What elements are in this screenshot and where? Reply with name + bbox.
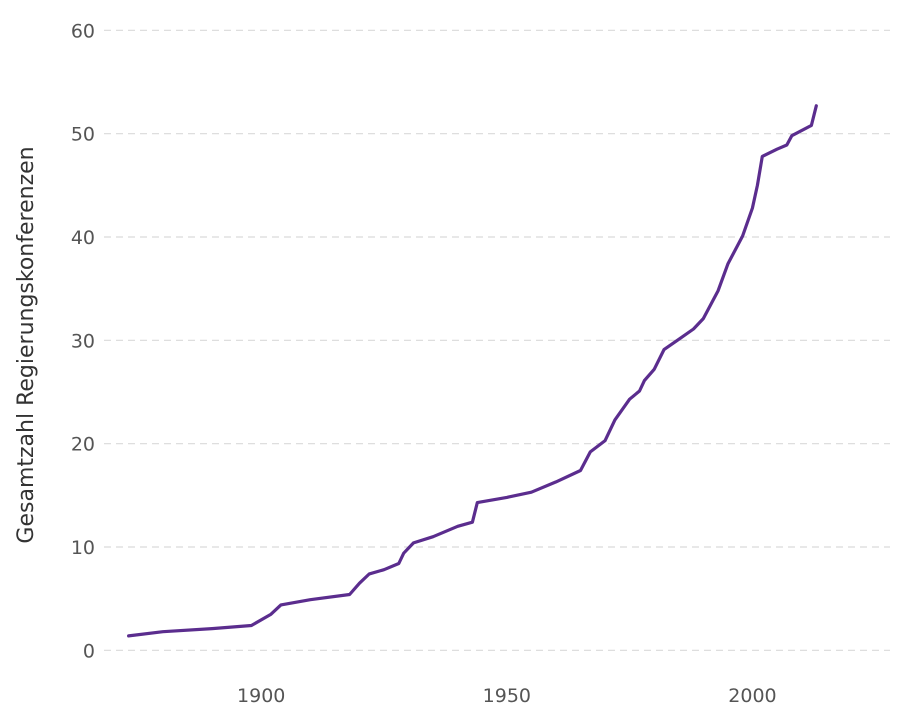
y-tick-label: 50: [71, 124, 95, 146]
x-tick-label: 1950: [483, 685, 531, 707]
y-tick-label: 0: [83, 640, 95, 662]
y-tick-label: 40: [71, 227, 95, 249]
x-tick-label: 1900: [237, 685, 285, 707]
y-tick-label: 20: [71, 434, 95, 456]
y-tick-label: 60: [71, 20, 95, 42]
y-axis-tick-labels: 0 10 20 30 40 50 60: [71, 20, 95, 662]
y-tick-label: 30: [71, 330, 95, 352]
x-axis-tick-labels: 1900 1950 2000: [237, 685, 777, 707]
gridlines: [104, 29, 890, 651]
y-axis-title: Gesamtzahl Regierungskonferenzen: [14, 146, 39, 543]
x-tick-label: 2000: [728, 685, 776, 707]
y-tick-label: 10: [71, 537, 95, 559]
series-line-0: [127, 104, 818, 638]
series-layer: [127, 104, 818, 638]
